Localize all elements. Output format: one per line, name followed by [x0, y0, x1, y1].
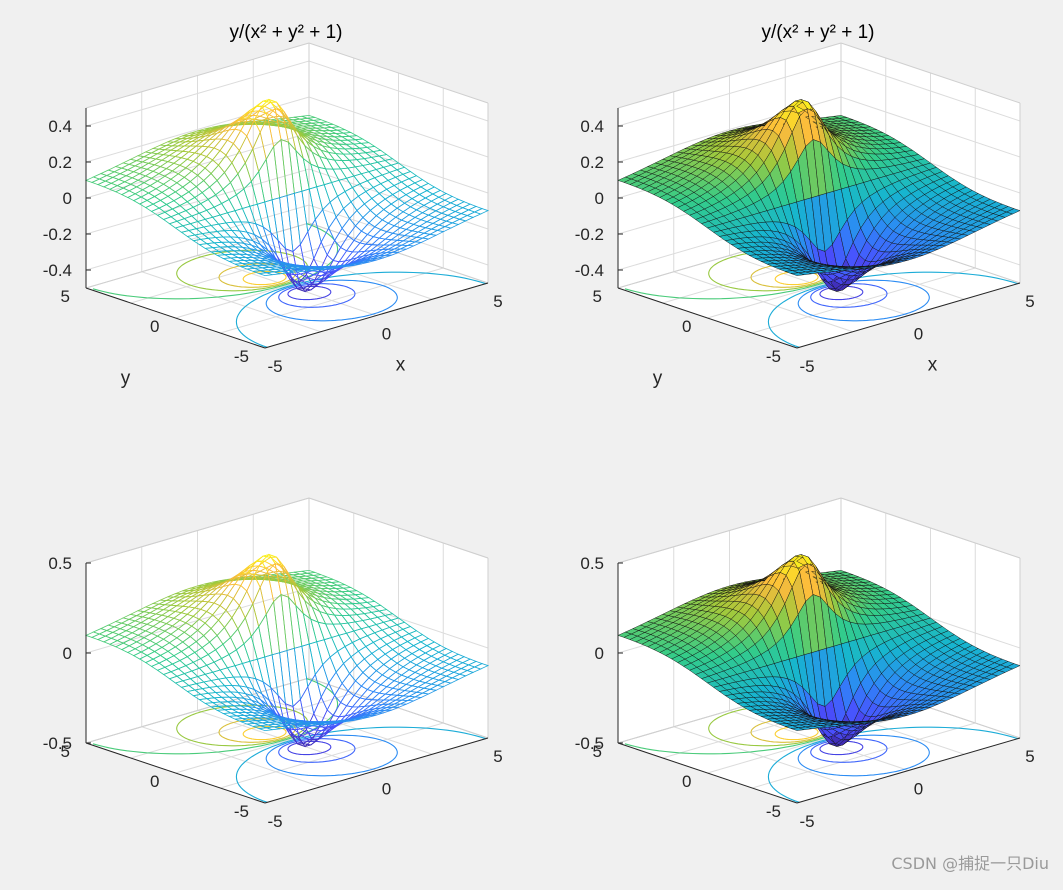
x-tick-label: 5: [1025, 747, 1034, 766]
z-tick-label: 0.5: [580, 554, 604, 573]
x-tick-label: -5: [267, 357, 282, 376]
y-tick-label: -5: [766, 802, 781, 821]
y-tick-label: 0: [150, 772, 159, 791]
axes-title: y/(x² + y² + 1): [230, 22, 343, 43]
y-tick-label: 5: [593, 742, 602, 761]
y-axis-label: y: [653, 368, 663, 389]
z-tick-label: 0.4: [48, 117, 72, 136]
x-tick-label: 5: [493, 747, 502, 766]
y-tick-label: 0: [150, 317, 159, 336]
z-tick-label: 0: [595, 189, 604, 208]
z-tick-label: -0.4: [43, 261, 72, 280]
y-tick-label: 0: [682, 317, 691, 336]
y-tick-label: -5: [234, 802, 249, 821]
x-tick-label: 0: [914, 780, 923, 799]
x-tick-label: -5: [799, 357, 814, 376]
z-tick-label: -0.2: [43, 225, 72, 244]
y-tick-label: 5: [593, 287, 602, 306]
z-tick-label: -0.2: [575, 225, 604, 244]
axes-3: -0.500.5-505-505: [0, 460, 531, 890]
x-tick-label: 0: [382, 780, 391, 799]
x-tick-label: -5: [267, 812, 282, 831]
y-axis-label: y: [121, 368, 131, 389]
z-tick-label: 0.5: [48, 554, 72, 573]
x-tick-label: -5: [799, 812, 814, 831]
z-tick-label: 0: [63, 189, 72, 208]
z-tick-label: 0.4: [580, 117, 604, 136]
x-axis-label: x: [928, 355, 938, 376]
x-tick-label: 5: [493, 292, 502, 311]
axes-2: -0.4 -0.2 0 0.2 0.4 -5 0 5 -5 0 5 x y y/(x² + y² + 1): [532, 0, 1063, 430]
x-tick-label: 0: [914, 325, 923, 344]
z-tick-label: 0.2: [48, 153, 72, 172]
y-tick-label: -5: [234, 347, 249, 366]
y-tick-label: 5: [61, 742, 70, 761]
axes-1: -0.4 -0.2 0 0.2 0.4 -5 0 5 -5 0 5 x y y/(x² + y² + 1): [0, 0, 531, 430]
x-tick-label: 5: [1025, 292, 1034, 311]
z-tick-label: 0: [63, 644, 72, 663]
z-tick-label: 0.2: [580, 153, 604, 172]
watermark: CSDN @捕捉一只Diu: [891, 850, 1049, 874]
y-tick-label: -5: [766, 347, 781, 366]
x-tick-label: 0: [382, 325, 391, 344]
x-axis-label: x: [396, 355, 406, 376]
axes-title: y/(x² + y² + 1): [762, 22, 875, 43]
y-tick-label: 5: [61, 287, 70, 306]
z-tick-label: 0: [595, 644, 604, 663]
axes-4: -0.500.5-505-505: [532, 460, 1063, 890]
z-tick-label: -0.4: [575, 261, 604, 280]
y-tick-label: 0: [682, 772, 691, 791]
